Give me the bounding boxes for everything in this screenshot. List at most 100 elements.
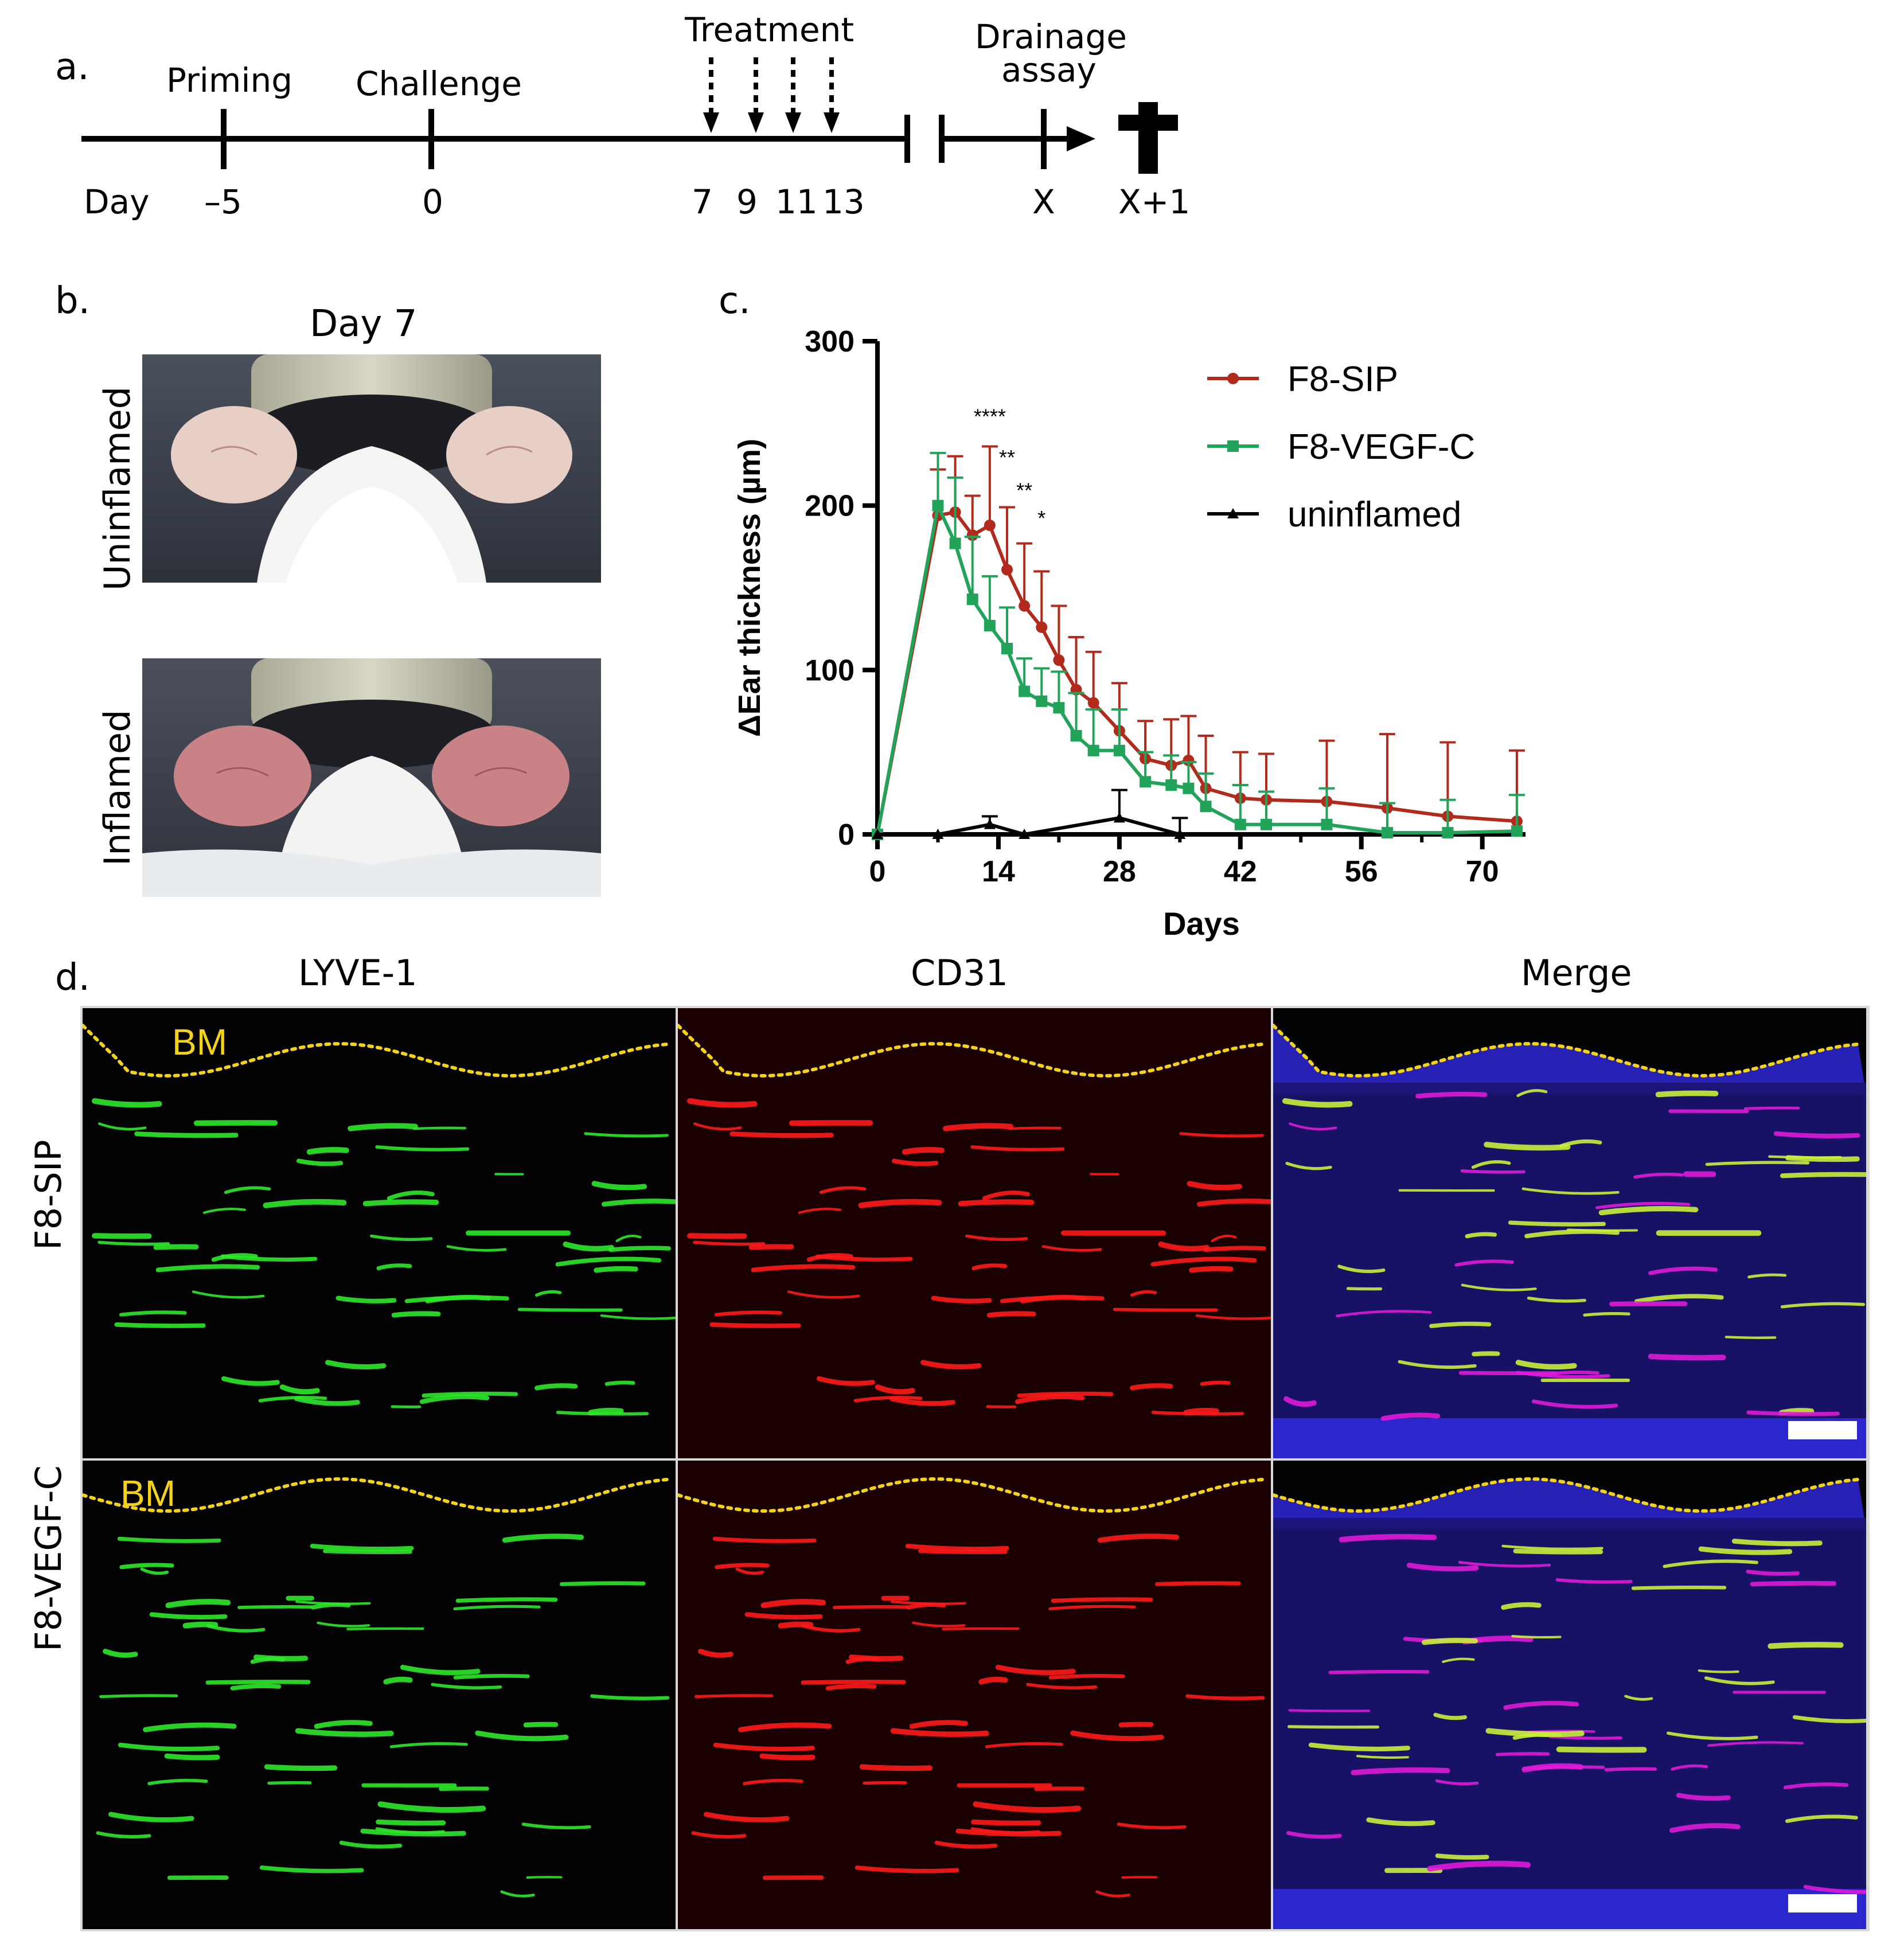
data-point xyxy=(932,829,944,839)
cross-icon xyxy=(1118,102,1178,174)
data-point xyxy=(1001,643,1013,655)
micrograph-f8-vegfc-merge xyxy=(1273,1461,1866,1929)
data-point xyxy=(1113,744,1125,756)
photo-inflamed xyxy=(142,658,601,897)
data-point xyxy=(1019,829,1031,839)
data-point xyxy=(984,818,996,829)
priming-label: Priming xyxy=(166,61,293,100)
data-point xyxy=(984,520,996,532)
legend-label: uninflamed xyxy=(1287,495,1461,534)
data-point xyxy=(1036,621,1048,633)
data-point xyxy=(1019,685,1031,697)
legend-label: F8-VEGF-C xyxy=(1287,427,1475,467)
drainage-label: Drainage xyxy=(975,17,1127,56)
row-label-uninflamed: Uninflamed xyxy=(96,386,138,591)
timeline-axis xyxy=(81,57,1178,174)
data-point xyxy=(1165,779,1177,791)
micrograph-f8-sip-merge xyxy=(1273,1008,1866,1458)
y-tick-label: 300 xyxy=(805,325,855,358)
day-13: 13 xyxy=(822,182,865,221)
x-tick-label: 42 xyxy=(1224,855,1257,888)
series-line xyxy=(877,816,1181,837)
data-point xyxy=(1113,812,1125,823)
photo-uninflamed xyxy=(142,354,601,583)
scale-bar xyxy=(1788,1894,1857,1912)
data-point xyxy=(966,529,978,541)
significance-marker: ** xyxy=(1016,478,1032,502)
panel-c-letter: c. xyxy=(719,280,751,322)
y-axis-label: ΔEar thickness (µm) xyxy=(732,439,767,737)
significance-marker: **** xyxy=(974,404,1006,428)
micrograph-f8-sip-cd31 xyxy=(678,1008,1271,1458)
scale-bar xyxy=(1788,1421,1857,1439)
data-point xyxy=(1070,730,1082,741)
legend-marker xyxy=(1227,440,1239,452)
day-0: 0 xyxy=(422,182,443,221)
data-point xyxy=(1511,825,1523,837)
challenge-label: Challenge xyxy=(356,64,522,103)
ear-thickness-chart: 0 100 200 300 0 14 28 42 56 70 ΔEar thickness (µm)… xyxy=(732,325,1525,942)
data-point xyxy=(1140,776,1152,788)
bm-label: BM xyxy=(120,1473,175,1514)
data-point xyxy=(1174,829,1186,839)
panel-b-title: Day 7 xyxy=(310,303,418,345)
col-label-cd31: CD31 xyxy=(911,952,1008,994)
day-x: X xyxy=(1032,182,1055,221)
y-tick-label: 200 xyxy=(805,490,855,523)
day-9: 9 xyxy=(736,182,758,221)
row-label-f8-vegfc: F8-VEGF-C xyxy=(28,1465,69,1652)
treatment-label: Treatment xyxy=(685,10,855,49)
timeline-arrowhead xyxy=(1067,126,1095,151)
data-point xyxy=(1036,695,1048,707)
x-tick-label: 28 xyxy=(1103,855,1136,888)
data-point xyxy=(984,619,996,631)
panel-b-letter: b. xyxy=(55,280,90,322)
data-point xyxy=(1321,818,1333,830)
y-tick-label: 0 xyxy=(838,818,855,852)
panel-a-letter: a. xyxy=(55,46,89,88)
micrograph-f8-vegfc-cd31 xyxy=(678,1461,1271,1929)
significance-marker: * xyxy=(1037,506,1045,530)
data-point xyxy=(1261,818,1272,830)
data-point xyxy=(1234,818,1246,830)
series-line xyxy=(876,499,1517,835)
day-x-plus-1: X+1 xyxy=(1118,182,1191,221)
x-tick-label: 14 xyxy=(982,855,1015,888)
y-tick-label: 100 xyxy=(805,654,855,687)
x-axis-label: Days xyxy=(1163,905,1240,942)
data-point xyxy=(1200,801,1212,813)
significance-marker: ** xyxy=(999,446,1015,469)
data-point xyxy=(932,499,944,512)
row-label-inflamed: Inflamed xyxy=(96,709,138,866)
data-point xyxy=(1087,744,1099,756)
day-7: 7 xyxy=(692,182,713,221)
panel-d-letter: d. xyxy=(55,957,90,999)
data-point xyxy=(1053,702,1065,714)
row-label-f8-sip: F8-SIP xyxy=(28,1139,69,1250)
x-tick-label: 56 xyxy=(1345,855,1378,888)
data-point xyxy=(1442,827,1454,839)
data-point xyxy=(1381,827,1393,839)
col-label-merge: Merge xyxy=(1521,952,1632,994)
data-point xyxy=(1019,600,1031,612)
micrograph-f8-vegfc-lyve1: BM xyxy=(83,1461,676,1929)
col-label-lyve1: LYVE-1 xyxy=(298,952,418,994)
series-line xyxy=(876,510,1517,835)
data-point xyxy=(872,829,883,839)
data-point xyxy=(1183,782,1195,794)
data-point xyxy=(1183,755,1195,766)
data-point xyxy=(1053,654,1065,666)
data-point xyxy=(1001,564,1013,576)
day-label: Day xyxy=(84,182,150,221)
assay-label: assay xyxy=(1001,50,1097,89)
x-tick-label: 70 xyxy=(1466,855,1499,888)
micrograph-f8-sip-lyve1: BM xyxy=(83,1008,676,1458)
bm-label: BM xyxy=(172,1021,227,1063)
legend-marker xyxy=(1227,508,1239,518)
day-11: 11 xyxy=(775,182,818,221)
data-point xyxy=(966,594,978,606)
legend-label: F8-SIP xyxy=(1287,360,1398,399)
data-point xyxy=(1087,697,1099,709)
day-minus5: –5 xyxy=(204,182,242,221)
data-point xyxy=(949,537,961,549)
